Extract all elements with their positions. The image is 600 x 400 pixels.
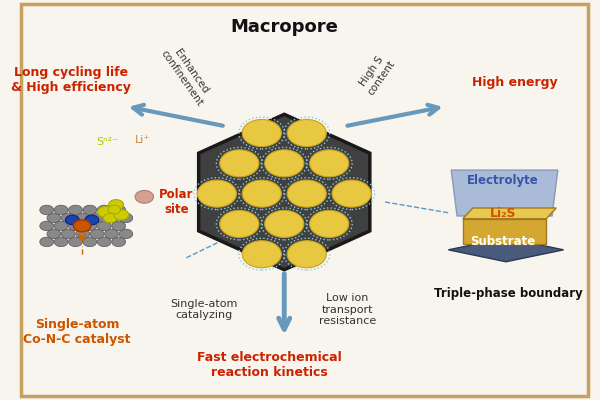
Circle shape [112,237,125,247]
Circle shape [310,210,349,238]
Circle shape [61,213,75,223]
Text: High S
content: High S content [356,52,397,97]
Circle shape [242,180,281,207]
Circle shape [61,229,75,239]
Text: Sⁿ²⁻: Sⁿ²⁻ [97,137,118,147]
Circle shape [287,180,326,207]
Circle shape [40,237,53,247]
Circle shape [242,241,281,268]
Circle shape [332,180,371,207]
Text: Low ion
transport
resistance: Low ion transport resistance [319,293,376,326]
Circle shape [47,213,61,223]
Circle shape [68,237,82,247]
Polygon shape [463,208,556,219]
Circle shape [83,237,97,247]
Text: High energy: High energy [472,76,557,89]
Circle shape [90,229,104,239]
Circle shape [68,205,82,215]
Circle shape [54,237,68,247]
Polygon shape [448,238,563,262]
Text: Polar
site: Polar site [160,188,194,216]
Text: Substrate: Substrate [470,235,536,248]
Circle shape [83,221,97,231]
Circle shape [119,213,133,223]
Polygon shape [199,114,370,270]
Circle shape [197,180,236,207]
Circle shape [54,221,68,231]
Text: Triple-phase boundary: Triple-phase boundary [434,287,583,300]
Circle shape [265,210,304,238]
Circle shape [287,241,326,268]
Text: Single-atom
catalyzing: Single-atom catalyzing [170,299,238,320]
Circle shape [40,205,53,215]
Circle shape [104,213,118,223]
Circle shape [83,205,97,215]
Text: Li₂S: Li₂S [490,208,517,220]
Circle shape [104,229,118,239]
Circle shape [97,237,111,247]
Circle shape [90,213,104,223]
Circle shape [54,205,68,215]
Text: Li⁺: Li⁺ [134,135,149,145]
Circle shape [65,215,79,225]
FancyBboxPatch shape [21,4,588,396]
Text: Fast electrochemical
reaction kinetics: Fast electrochemical reaction kinetics [197,352,342,380]
Circle shape [76,229,89,239]
Circle shape [85,215,99,225]
Circle shape [40,221,53,231]
Circle shape [103,213,117,223]
Circle shape [47,229,61,239]
Circle shape [220,150,259,177]
Text: Macropore: Macropore [230,18,338,36]
Circle shape [119,229,133,239]
Circle shape [109,200,124,210]
Circle shape [265,150,304,177]
Circle shape [98,206,114,218]
Circle shape [112,205,125,215]
Polygon shape [451,170,558,216]
Circle shape [112,221,125,231]
Circle shape [287,120,326,146]
Circle shape [73,220,91,232]
Circle shape [135,190,154,203]
FancyBboxPatch shape [463,219,546,244]
Circle shape [68,221,82,231]
Circle shape [310,150,349,177]
Circle shape [97,221,111,231]
Text: Enhanced
confinement: Enhanced confinement [158,41,214,108]
Circle shape [114,210,129,220]
Text: Long cycling life
& High efficiency: Long cycling life & High efficiency [11,66,131,94]
Circle shape [76,213,89,223]
Circle shape [97,205,111,215]
Text: Electrolyte: Electrolyte [467,174,539,187]
Text: Single-atom
Co-N-C catalyst: Single-atom Co-N-C catalyst [23,318,131,346]
Circle shape [242,120,281,146]
Circle shape [108,205,121,214]
Circle shape [220,210,259,238]
